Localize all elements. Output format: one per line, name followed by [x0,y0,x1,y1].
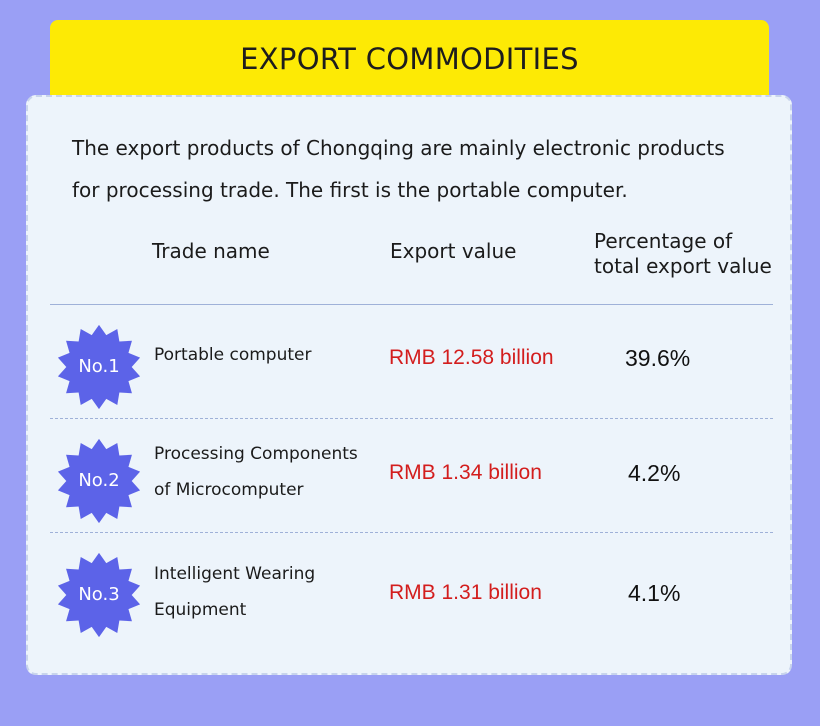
row-divider [50,532,773,533]
starburst-badge-icon [57,438,141,524]
rank-label: No.3 [78,584,120,605]
table-row: No.2 Processing Components of Microcompu… [28,418,794,532]
trade-name: Portable computer [154,337,384,373]
trade-name-line-1: Portable computer [154,345,312,365]
export-value: RMB 12.58 billion [389,346,554,369]
table-row: No.3 Intelligent Wearing Equipment RMB 1… [28,532,794,646]
column-header-trade-name: Trade name [152,239,270,263]
column-header-percentage: Percentage of total export value [594,229,772,279]
page-title: EXPORT COMMODITIES [240,42,579,76]
export-value: RMB 1.34 billion [389,461,542,484]
rank-badge: No.1 [56,324,142,410]
rank-label: No.2 [78,470,120,491]
starburst-badge-icon [57,324,141,410]
intro-line-2: for processing trade. The first is the p… [72,178,628,202]
trade-name-line-2: of Microcomputer [154,480,304,500]
percentage-value: 4.2% [628,460,681,486]
content-card: The export products of Chongqing are mai… [26,95,792,675]
column-header-percentage-line-2: total export value [594,254,772,278]
intro-paragraph: The export products of Chongqing are mai… [72,127,772,211]
trade-name: Processing Components of Microcomputer [154,436,384,508]
export-value: RMB 1.31 billion [389,581,542,604]
trade-name: Intelligent Wearing Equipment [154,556,384,628]
rank-badge: No.3 [56,552,142,638]
trade-name-line-1: Intelligent Wearing [154,564,316,584]
percentage-value: 39.6% [625,345,691,371]
header-divider [50,304,773,305]
row-divider [50,418,773,419]
trade-name-line-1: Processing Components [154,444,358,464]
rank-badge: No.2 [56,438,142,524]
rank-label: No.1 [78,356,120,377]
column-header-percentage-line-1: Percentage of [594,229,733,253]
column-header-export-value: Export value [390,239,517,263]
trade-name-line-2: Equipment [154,600,247,620]
percentage-value: 4.1% [628,580,681,606]
starburst-badge-icon [57,552,141,638]
table-row: No.1 Portable computer RMB 12.58 billion… [28,304,794,418]
intro-line-1: The export products of Chongqing are mai… [72,136,725,160]
